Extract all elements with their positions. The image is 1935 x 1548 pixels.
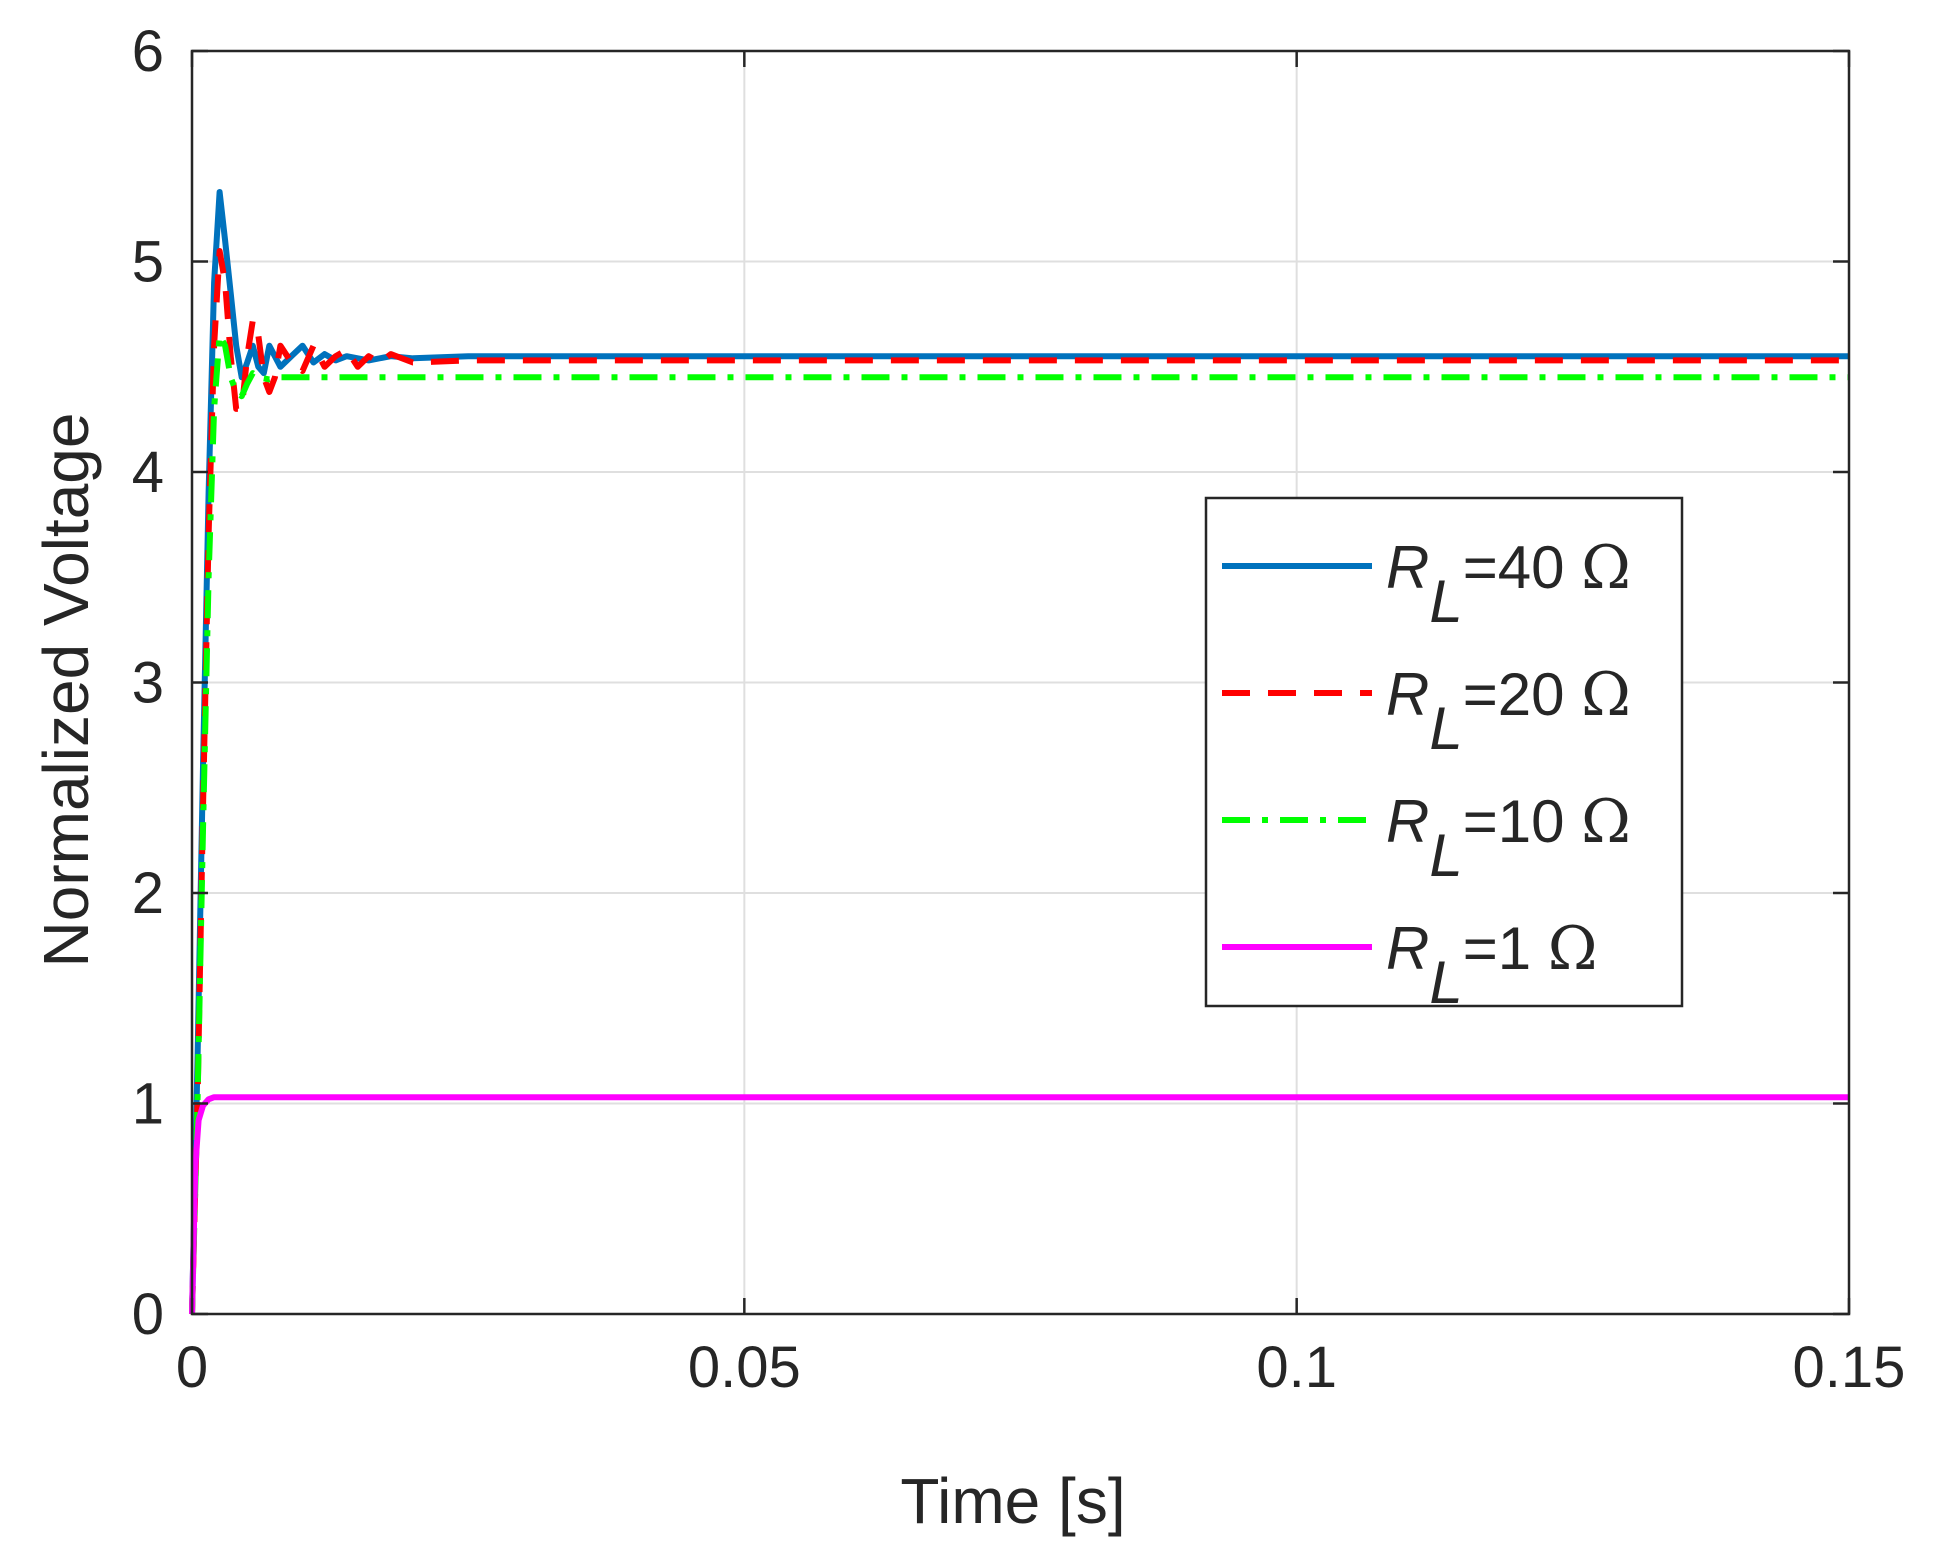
legend-box bbox=[1204, 496, 1684, 1008]
x-tick-label: 0.05 bbox=[688, 1335, 801, 1400]
legend-label-4: RL=1 Ω bbox=[1386, 914, 1598, 1016]
legend-label-base: R bbox=[1386, 534, 1429, 601]
legend-label-value: =10 bbox=[1463, 788, 1581, 855]
y-tick-label: 1 bbox=[132, 1072, 164, 1137]
legend-label-unit: Ω bbox=[1581, 533, 1631, 603]
legend-label-unit: Ω bbox=[1548, 914, 1598, 984]
legend-label-subscript: L bbox=[1429, 822, 1462, 889]
legend-label-base: R bbox=[1386, 915, 1429, 982]
x-tick-label: 0.1 bbox=[1256, 1335, 1337, 1400]
legend-label-1: RL=40 Ω bbox=[1386, 533, 1631, 635]
legend-label-subscript: L bbox=[1429, 695, 1462, 762]
series-line-3 bbox=[189, 332, 1849, 1315]
y-tick-label: 3 bbox=[132, 651, 164, 716]
y-axis-label: Normalized Voltage bbox=[30, 413, 102, 968]
series-line-2 bbox=[189, 248, 1849, 1315]
legend-label-value: =20 bbox=[1463, 661, 1581, 728]
x-tick-label: 0 bbox=[176, 1335, 208, 1400]
x-axis-label: Time [s] bbox=[900, 1465, 1125, 1537]
y-tick-label: 2 bbox=[132, 861, 164, 926]
legend-label-3: RL=10 Ω bbox=[1386, 787, 1631, 889]
legend-label-2: RL=20 Ω bbox=[1386, 660, 1631, 762]
y-tick-label: 6 bbox=[132, 19, 164, 84]
tick-labels: 0 0.05 0.1 0.15 0 1 2 3 4 5 6 bbox=[132, 19, 1906, 1400]
series-lines bbox=[189, 189, 1849, 1315]
legend-label-unit: Ω bbox=[1581, 660, 1631, 730]
y-tick-label: 0 bbox=[132, 1282, 164, 1347]
series-line-4 bbox=[189, 1094, 1849, 1315]
legend-label-subscript: L bbox=[1429, 568, 1462, 635]
x-tick-label: 0.15 bbox=[1793, 1335, 1906, 1400]
axes bbox=[190, 49, 1851, 1316]
legend-label-base: R bbox=[1386, 788, 1429, 855]
legend-label-base: R bbox=[1386, 661, 1429, 728]
legend: RL=40 ΩRL=20 ΩRL=10 ΩRL=1 Ω bbox=[1204, 496, 1684, 1016]
legend-label-value: =1 bbox=[1463, 915, 1548, 982]
legend-label-subscript: L bbox=[1429, 949, 1462, 1016]
y-tick-label: 5 bbox=[132, 230, 164, 295]
legend-label-unit: Ω bbox=[1581, 787, 1631, 857]
legend-label-value: =40 bbox=[1463, 534, 1581, 601]
y-tick-label: 4 bbox=[132, 440, 164, 505]
